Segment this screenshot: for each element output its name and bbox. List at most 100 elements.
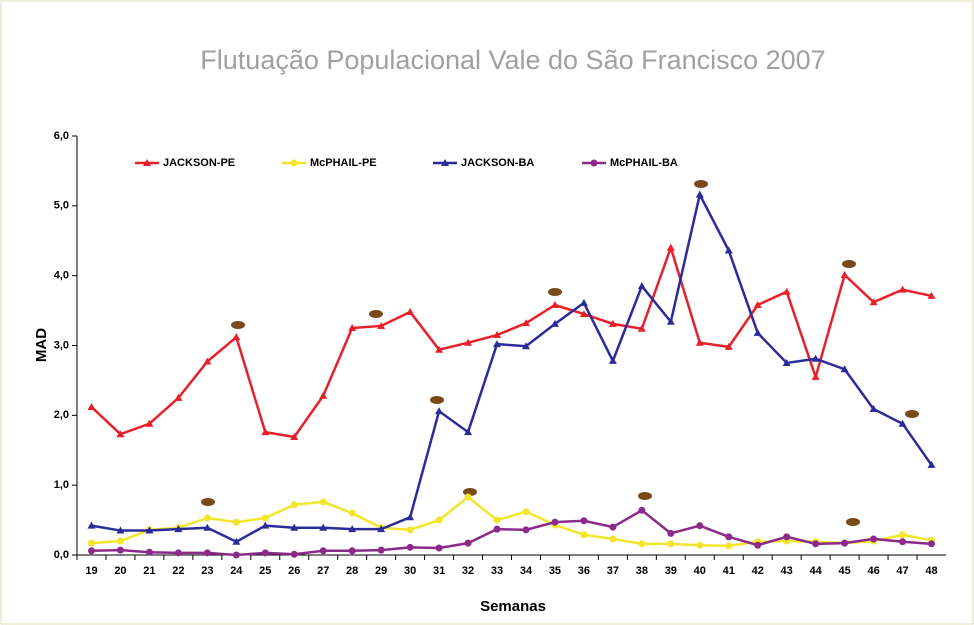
x-tick-label: 35	[549, 565, 561, 577]
fly-icon	[231, 321, 245, 329]
point	[88, 540, 95, 547]
x-tick-label: 27	[317, 565, 329, 577]
legend-label: McPHAIL-PE	[310, 157, 377, 169]
x-tick-label: 29	[375, 565, 387, 577]
fly-icon	[905, 410, 919, 418]
y-tick-label: 5,0	[54, 200, 69, 212]
point	[378, 547, 385, 554]
x-tick-label: 38	[636, 565, 648, 577]
y-axis-label: MAD	[33, 328, 50, 362]
y-tick-label: 4,0	[54, 270, 69, 282]
point	[465, 540, 472, 547]
x-tick-label: 24	[230, 565, 243, 577]
x-tick-label: 33	[491, 565, 503, 577]
x-tick-label: 22	[172, 565, 184, 577]
fly-icon	[369, 310, 383, 318]
point	[841, 540, 848, 547]
point	[146, 549, 153, 556]
x-tick-label: 45	[838, 565, 850, 577]
x-tick-label: 31	[433, 565, 445, 577]
point	[696, 542, 703, 549]
x-tick-label: 26	[288, 565, 300, 577]
point	[204, 514, 211, 521]
x-tick-label: 20	[114, 565, 126, 577]
point	[522, 526, 529, 533]
legend-label: McPHAIL-BA	[610, 157, 678, 169]
point	[609, 524, 616, 531]
fly-icon	[846, 518, 860, 526]
point	[812, 540, 819, 547]
point	[494, 526, 501, 533]
x-tick-label: 44	[810, 565, 823, 577]
point	[928, 540, 935, 547]
point	[320, 547, 327, 554]
page: {"chart_data": { "type": "line", "title"…	[0, 0, 974, 625]
y-tick-label: 3,0	[54, 339, 69, 351]
x-tick-label: 41	[723, 565, 735, 577]
point	[436, 545, 443, 552]
point	[262, 514, 269, 521]
point	[667, 530, 674, 537]
point	[349, 547, 356, 554]
x-tick-label: 42	[752, 565, 764, 577]
x-tick-label: 43	[781, 565, 793, 577]
point	[233, 519, 240, 526]
y-tick-label: 6,0	[54, 130, 69, 142]
point	[88, 547, 95, 554]
x-tick-label: 39	[665, 565, 677, 577]
point	[204, 549, 211, 556]
point	[667, 540, 674, 547]
point	[638, 507, 645, 514]
point	[407, 526, 414, 533]
point	[175, 549, 182, 556]
point	[291, 551, 298, 558]
x-tick-label: 25	[259, 565, 271, 577]
x-tick-label: 47	[896, 565, 908, 577]
legend-marker	[591, 160, 598, 167]
x-tick-label: 23	[201, 565, 213, 577]
point	[725, 533, 732, 540]
point	[407, 544, 414, 551]
point	[696, 522, 703, 529]
y-tick-label: 0,0	[54, 549, 69, 561]
legend-marker	[291, 160, 298, 167]
fly-icon	[201, 498, 215, 506]
point	[551, 519, 558, 526]
point	[291, 501, 298, 508]
chart: Flutuação Populacional Vale do São Franc…	[0, 0, 974, 625]
fly-icon	[548, 288, 562, 296]
point	[320, 498, 327, 505]
x-tick-label: 46	[867, 565, 879, 577]
point	[609, 535, 616, 542]
x-tick-label: 21	[143, 565, 155, 577]
legend-label: JACKSON-PE	[163, 157, 235, 169]
x-tick-label: 36	[578, 565, 590, 577]
fly-icon	[694, 180, 708, 188]
x-tick-label: 48	[925, 565, 937, 577]
point	[870, 535, 877, 542]
chart-title: Flutuação Populacional Vale do São Franc…	[200, 45, 825, 75]
point	[580, 531, 587, 538]
x-tick-label: 40	[694, 565, 706, 577]
point	[783, 533, 790, 540]
point	[638, 540, 645, 547]
point	[899, 531, 906, 538]
x-tick-label: 37	[607, 565, 619, 577]
fly-icon	[842, 260, 856, 268]
point	[262, 549, 269, 556]
point	[580, 517, 587, 524]
x-tick-label: 30	[404, 565, 416, 577]
fly-icon	[638, 492, 652, 500]
x-tick-label: 28	[346, 565, 358, 577]
point	[522, 508, 529, 515]
point	[494, 517, 501, 524]
point	[754, 542, 761, 549]
point	[233, 552, 240, 559]
point	[117, 547, 124, 554]
point	[725, 542, 732, 549]
point	[117, 538, 124, 545]
y-tick-label: 1,0	[54, 479, 69, 491]
fly-icon	[430, 396, 444, 404]
x-tick-label: 32	[462, 565, 474, 577]
x-axis-label: Semanas	[480, 598, 546, 615]
